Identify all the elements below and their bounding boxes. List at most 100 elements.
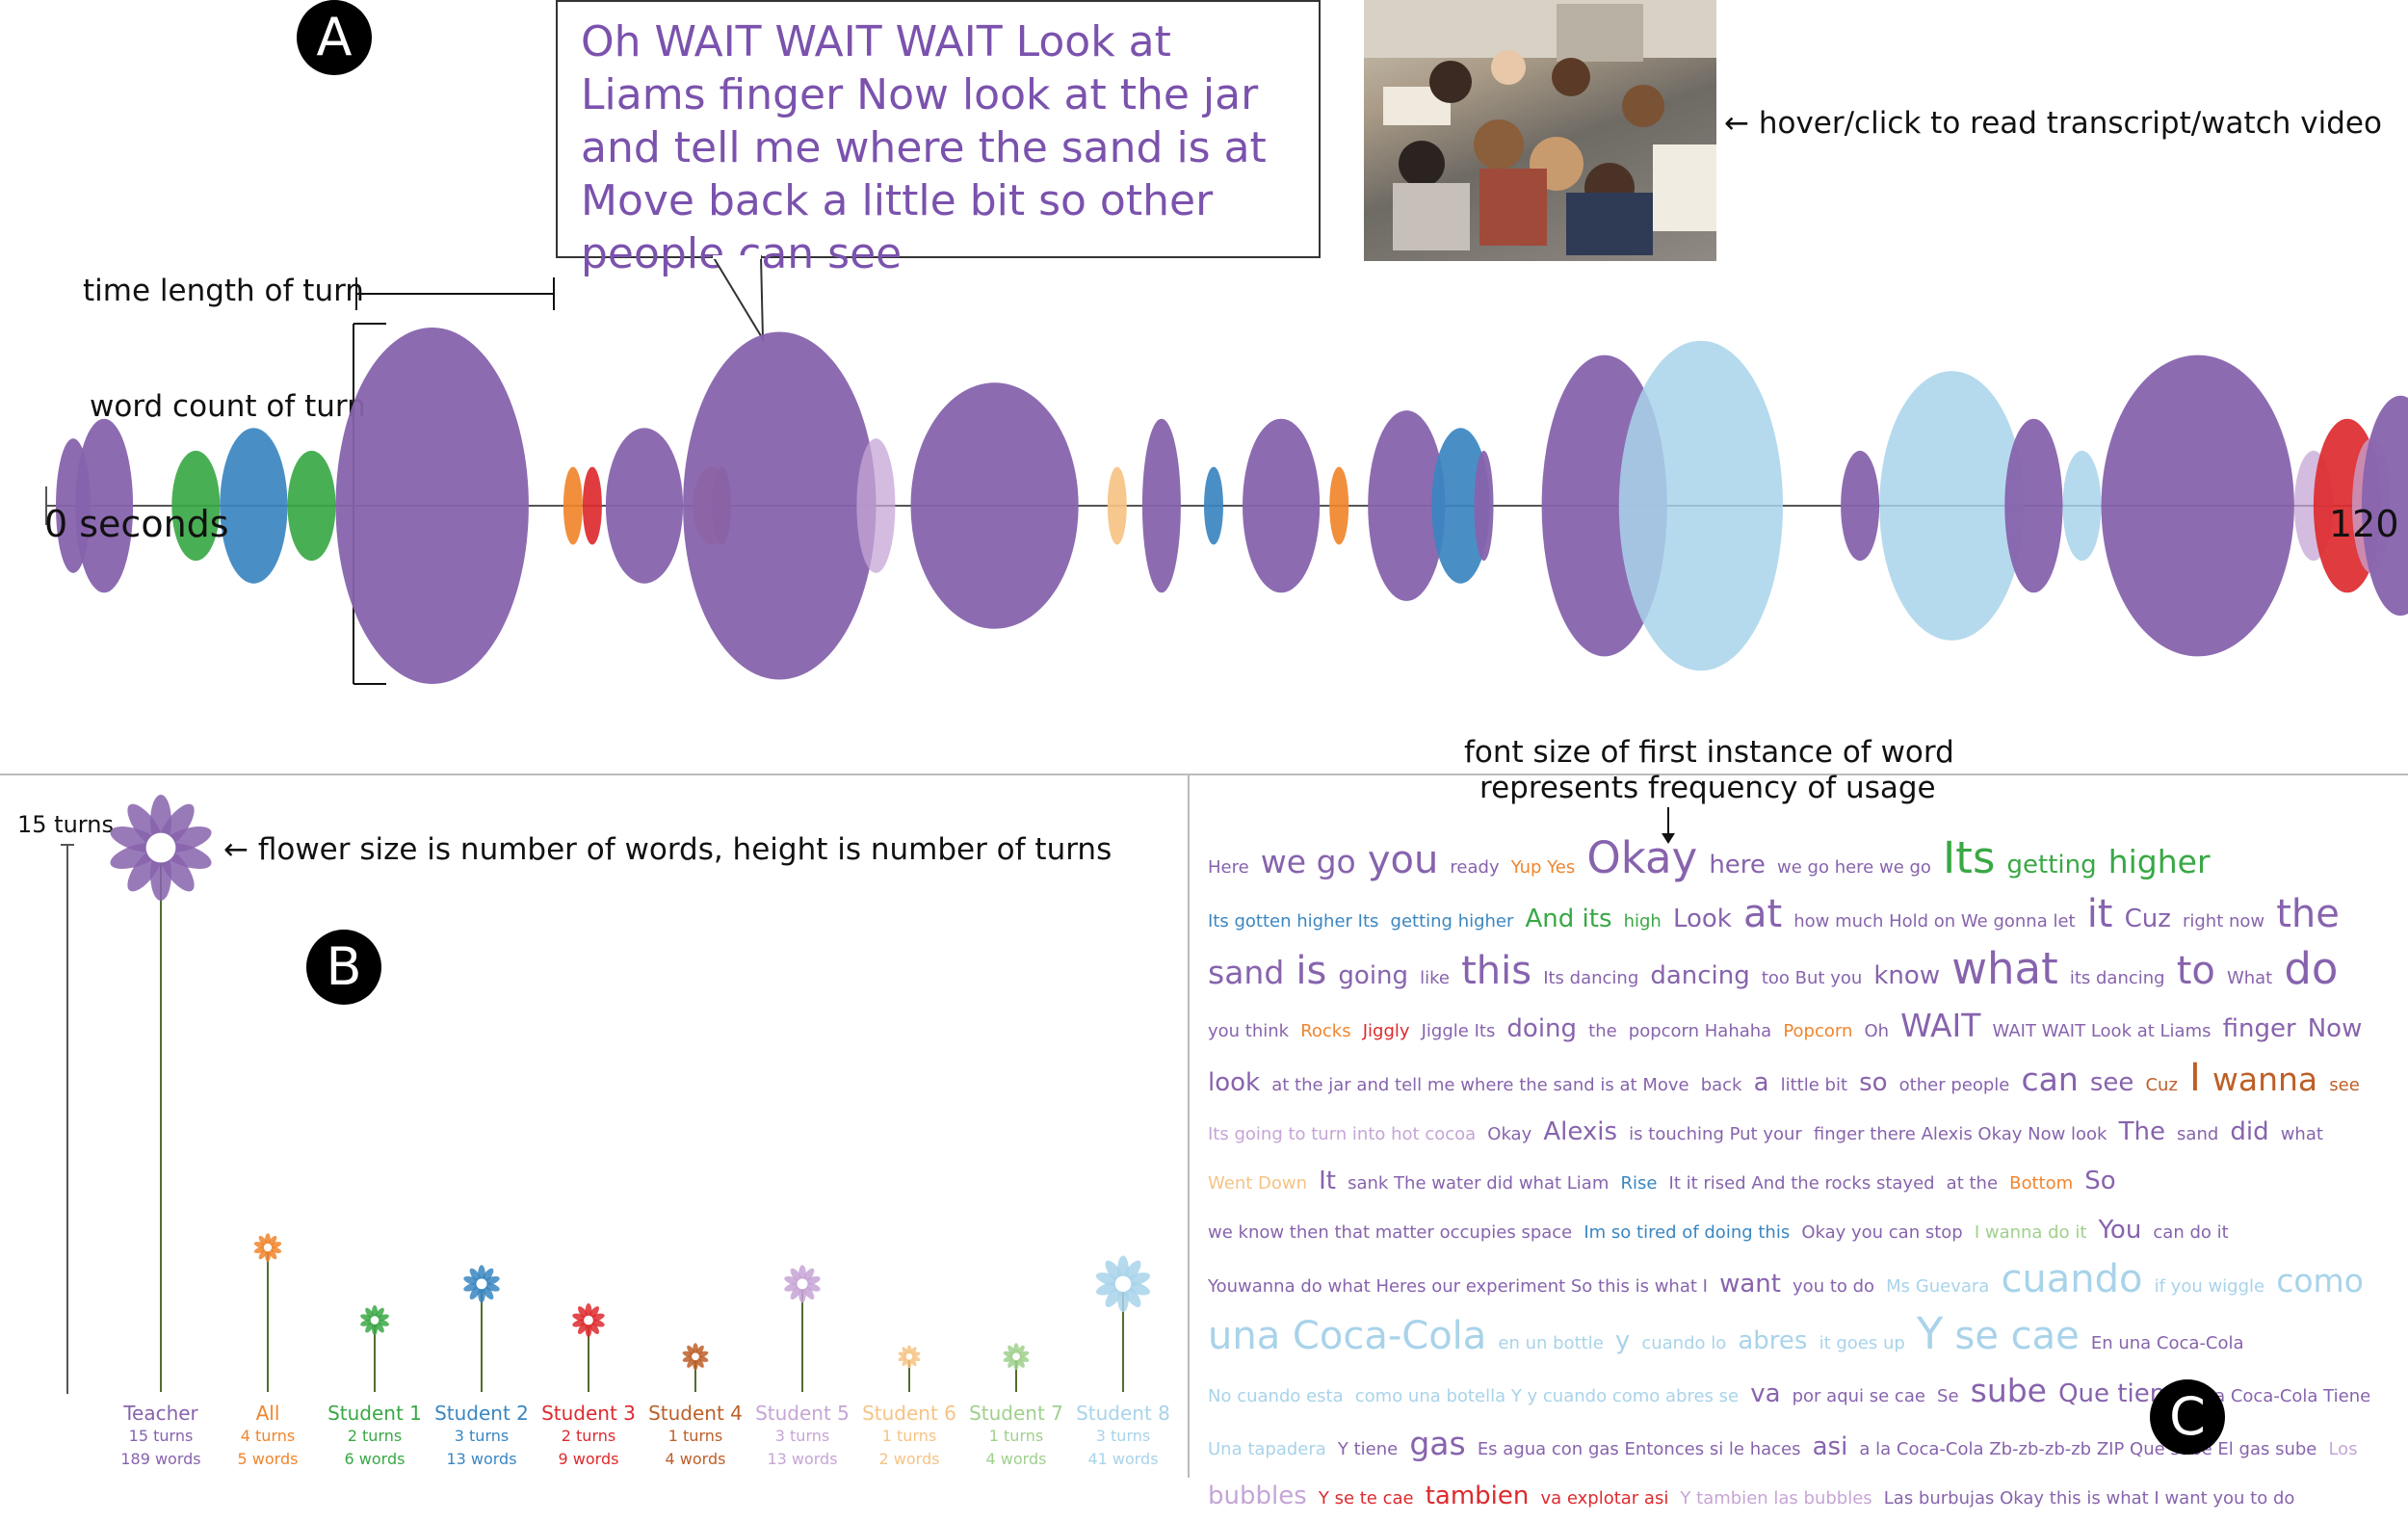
turn-student3-7[interactable] [582,466,602,545]
cloud-word[interactable]: You [2098,1216,2142,1245]
cloud-word[interactable]: Okay you can stop [1801,1222,1963,1243]
turn-teacher-21[interactable] [1474,450,1494,562]
turn-teacher-17[interactable] [1243,418,1321,593]
cloud-word[interactable]: see [2329,1075,2360,1095]
turn-student1-2[interactable] [171,450,221,562]
turn-teacher-26[interactable] [2004,418,2063,593]
cloud-word[interactable]: Y [1916,1308,1944,1359]
cloud-word[interactable]: want [1719,1270,1781,1299]
cloud-word[interactable]: Its [1943,832,1996,883]
cloud-word[interactable]: So [2084,1167,2116,1195]
cloud-word[interactable]: Its going to turn into hot cocoa [1208,1124,1477,1144]
cloud-word[interactable]: Look [1672,905,1732,933]
cloud-word[interactable]: It [1319,1167,1336,1195]
flower-teacher[interactable] [107,795,214,901]
turn-student6-14[interactable] [1107,466,1127,545]
cloud-word[interactable]: see [2089,1068,2134,1097]
turn-teacher-15[interactable] [1141,418,1181,593]
cloud-word[interactable]: at [1742,892,1783,936]
turn-all-18[interactable] [1329,466,1349,545]
cloud-word[interactable]: Cuz [2124,905,2171,933]
cloud-word[interactable]: you [1367,838,1439,882]
cloud-word[interactable]: you to do [1793,1276,1875,1297]
turn-teacher-28[interactable] [2101,354,2294,657]
cloud-word[interactable]: other people [1898,1075,2010,1095]
cloud-word[interactable]: dancing [1650,961,1750,990]
cloud-word[interactable]: can [2021,1061,2079,1098]
cloud-word[interactable]: getting higher [1390,911,1514,932]
turn-teacher-19[interactable] [1368,410,1446,601]
turn-teacher-1[interactable] [75,418,134,593]
cloud-word[interactable]: going [1338,961,1409,990]
turn-teacher-25[interactable] [1841,450,1880,562]
cloud-word[interactable]: bubbles [1208,1482,1307,1510]
cloud-word[interactable]: como una botella Y y cuando como abres s… [1354,1386,1740,1406]
cloud-word[interactable]: did [2230,1117,2269,1146]
cloud-word[interactable]: Rocks [1300,1021,1351,1041]
cloud-word[interactable]: doing [1506,1014,1578,1043]
cloud-word[interactable]: Jiggle Its [1421,1021,1496,1041]
cloud-word[interactable]: Jiggly [1362,1021,1410,1041]
cloud-word[interactable]: Okay [1586,832,1698,883]
cloud-word[interactable]: Its gotten higher Its [1208,911,1379,932]
cloud-word[interactable]: higher [2107,843,2211,880]
cloud-word[interactable]: cuando [2001,1257,2143,1301]
cloud-word[interactable]: here [1709,851,1766,879]
cloud-word[interactable]: va [1750,1379,1781,1408]
flower-student4[interactable] [682,1343,709,1371]
cloud-word[interactable]: the [2276,892,2340,936]
cloud-word[interactable]: Se [1937,1386,1959,1406]
cloud-word[interactable]: to [2176,949,2215,993]
cloud-word[interactable]: we know then that matter occupies space [1208,1222,1573,1243]
cloud-word[interactable]: una Coca-Cola Tiene [2192,1386,2371,1406]
turn-teacher-32[interactable] [2362,395,2408,617]
video-thumbnail[interactable] [1364,0,1716,261]
flower-student1[interactable] [359,1304,390,1336]
cloud-word[interactable]: you think [1208,1021,1290,1041]
cloud-word[interactable]: Y tambien las bubbles [1680,1488,1872,1509]
cloud-word[interactable]: Now [2307,1014,2363,1043]
cloud-word[interactable]: what [2280,1124,2323,1144]
cloud-word[interactable]: y [1614,1326,1631,1355]
cloud-word[interactable]: en un bottle [1498,1333,1604,1353]
cloud-word[interactable]: I [2189,1056,2201,1100]
cloud-word[interactable]: Youwanna do what Heres our experiment So… [1208,1276,1708,1297]
cloud-word[interactable]: Una tapadera [1208,1439,1326,1459]
turn-student2-16[interactable] [1204,466,1223,545]
flower-student3[interactable] [571,1303,605,1338]
cloud-word[interactable]: is [1296,949,1327,993]
cloud-word[interactable]: cuando lo [1641,1333,1727,1353]
cloud-word[interactable]: Los [2328,1439,2358,1459]
cloud-word[interactable]: Okay [1487,1124,1532,1144]
cloud-word[interactable]: do [2284,943,2339,994]
cloud-word[interactable]: can do it [2153,1222,2229,1243]
turn-teacher-13[interactable] [910,382,1079,629]
cloud-word[interactable]: Went Down [1208,1173,1308,1194]
cloud-word[interactable]: it [2086,892,2113,936]
cloud-word[interactable]: Popcorn [1783,1021,1853,1041]
cloud-word[interactable]: look [1208,1068,1261,1097]
cloud-word[interactable]: at the jar and tell me where the sand is… [1271,1075,1689,1095]
cloud-word[interactable]: we go here we go [1777,857,1931,878]
cloud-word[interactable]: WAIT [1900,1007,1981,1044]
cloud-word[interactable]: una Coca-Cola [1208,1314,1487,1358]
cloud-word[interactable]: high [1623,911,1662,932]
flower-all[interactable] [253,1233,282,1262]
cloud-word[interactable]: sand [1208,954,1285,991]
cloud-word[interactable]: Y tiene [1337,1439,1399,1459]
flower-student8[interactable] [1094,1255,1151,1313]
turn-teacher-5[interactable] [335,328,529,684]
turn-student8-24[interactable] [1879,371,2025,641]
cloud-word[interactable]: wanna [2212,1061,2318,1098]
cloud-word[interactable]: its dancing [2069,968,2165,988]
turn-student8-23[interactable] [1618,340,1783,671]
cloud-word[interactable]: back [1700,1075,1742,1095]
cloud-word[interactable]: Bottom [2009,1173,2074,1194]
cloud-word[interactable]: The [2118,1117,2165,1146]
cloud-word[interactable]: Las burbujas Okay this is what I want yo… [1883,1488,2295,1509]
turn-student2-20[interactable] [1431,428,1490,584]
cloud-word[interactable]: abres [1738,1326,1808,1355]
cloud-word[interactable]: And its [1525,905,1612,933]
cloud-word[interactable]: Its dancing [1543,968,1639,988]
cloud-word[interactable]: asi [1812,1432,1848,1461]
